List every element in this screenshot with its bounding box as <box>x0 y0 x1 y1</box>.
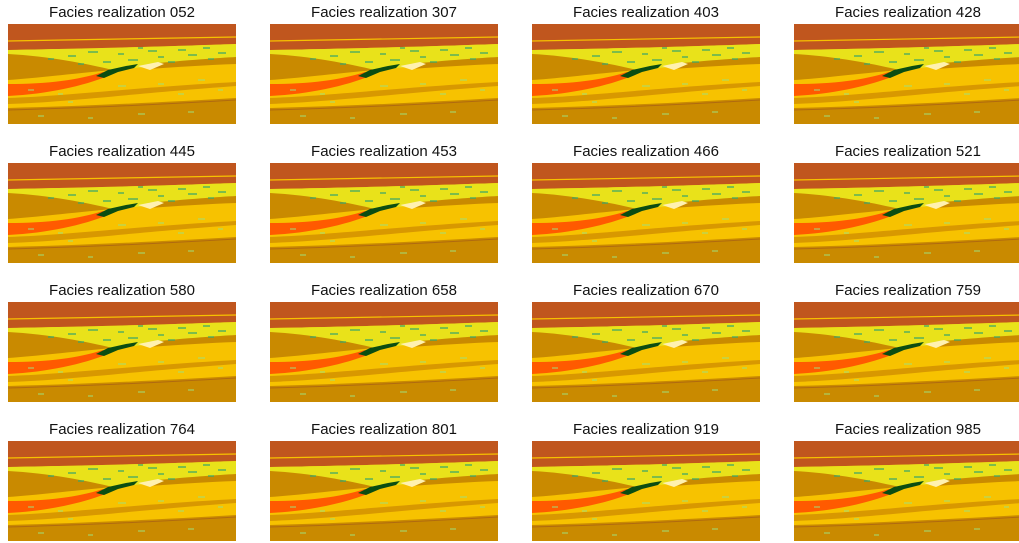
panel-title: Facies realization 580 <box>49 282 195 299</box>
facies-image <box>532 24 760 124</box>
facies-image <box>8 163 236 263</box>
panel-title: Facies realization 428 <box>835 4 981 21</box>
facies-image <box>270 24 498 124</box>
panel-title: Facies realization 466 <box>573 143 719 160</box>
facies-image <box>8 302 236 402</box>
facies-image <box>794 441 1019 541</box>
panel-title: Facies realization 307 <box>311 4 457 21</box>
facies-image <box>794 24 1019 124</box>
panel-title: Facies realization 403 <box>573 4 719 21</box>
panel-title: Facies realization 052 <box>49 4 195 21</box>
facies-image <box>270 441 498 541</box>
panel-title: Facies realization 801 <box>311 421 457 438</box>
facies-image <box>794 163 1019 263</box>
panel-title: Facies realization 445 <box>49 143 195 160</box>
facies-image <box>270 302 498 402</box>
panel-title: Facies realization 453 <box>311 143 457 160</box>
facies-image <box>8 441 236 541</box>
panel-title: Facies realization 764 <box>49 421 195 438</box>
panel-title: Facies realization 985 <box>835 421 981 438</box>
facies-image <box>532 441 760 541</box>
facies-image <box>532 163 760 263</box>
panel-title: Facies realization 919 <box>573 421 719 438</box>
facies-image <box>270 163 498 263</box>
facies-image <box>8 24 236 124</box>
facies-image <box>794 302 1019 402</box>
panel-title: Facies realization 759 <box>835 282 981 299</box>
panel-title: Facies realization 521 <box>835 143 981 160</box>
panel-title: Facies realization 658 <box>311 282 457 299</box>
panel-title: Facies realization 670 <box>573 282 719 299</box>
facies-image <box>532 302 760 402</box>
